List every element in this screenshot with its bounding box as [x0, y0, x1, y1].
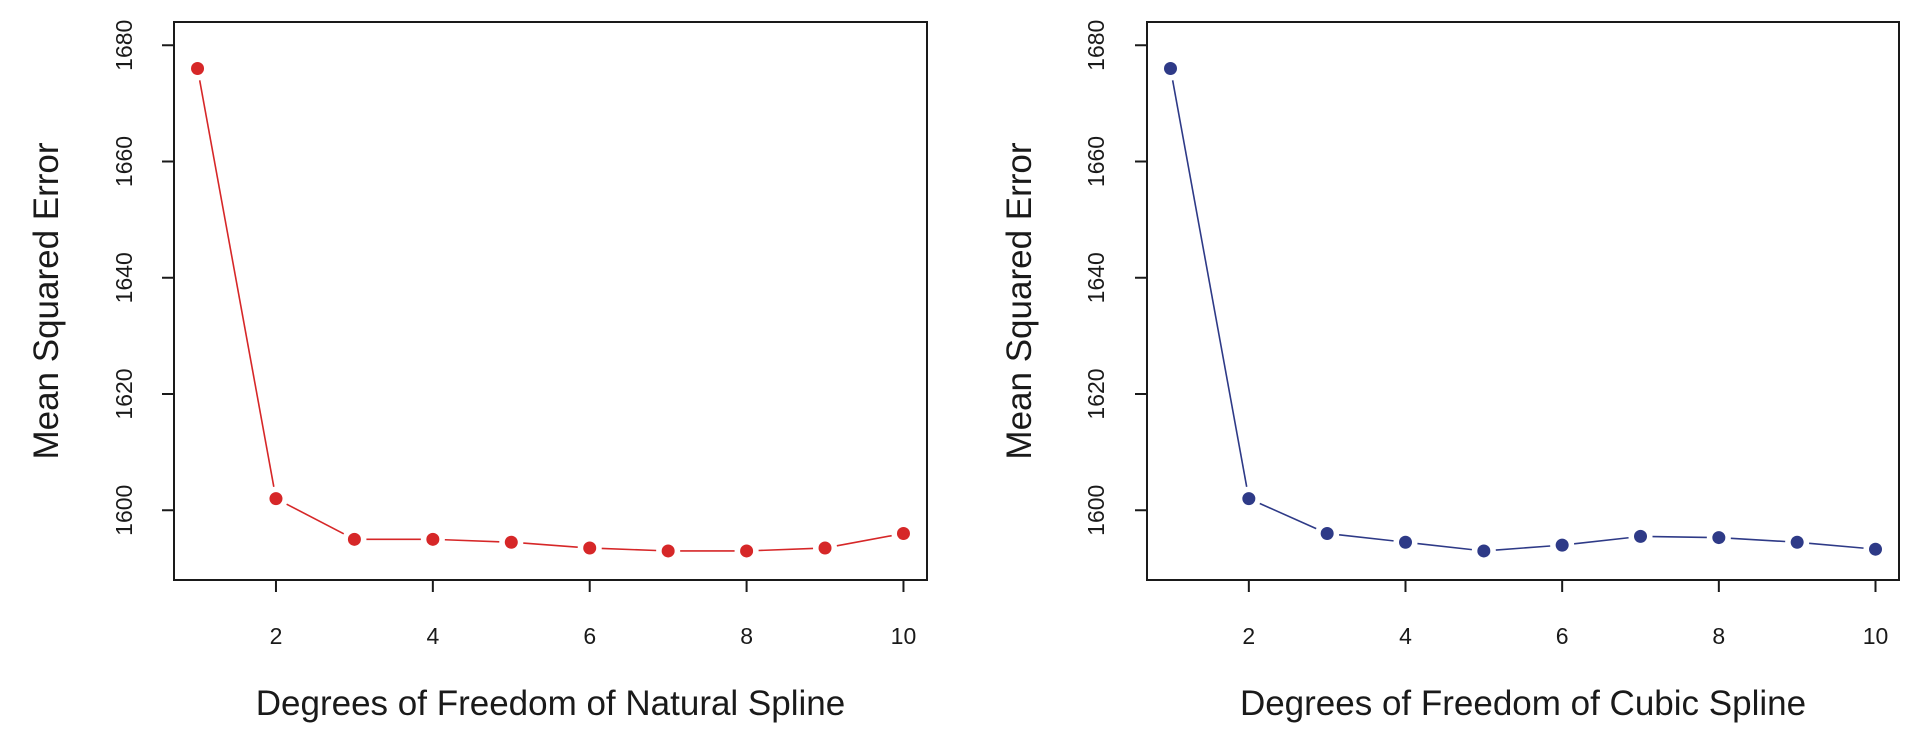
y-axis-label: Mean Squared Error	[1000, 142, 1039, 459]
y-tick-label: 1600	[1083, 485, 1109, 536]
plot-frame	[173, 21, 928, 581]
x-tick-label: 6	[1556, 623, 1569, 649]
data-point	[1555, 538, 1569, 552]
data-point	[896, 527, 910, 540]
data-point	[818, 541, 832, 555]
plot-frame	[1146, 21, 1900, 581]
x-tick-label: 2	[270, 623, 283, 649]
series-line-segment	[1574, 536, 1629, 545]
x-tick-label: 10	[891, 623, 917, 649]
series-line-segment	[1339, 534, 1394, 542]
series-line-segment	[1809, 542, 1864, 549]
series-line-segment	[758, 547, 814, 552]
series-line-segment	[836, 534, 892, 547]
y-tick-label: 1640	[1083, 252, 1109, 303]
natural-spline-panel: 2 4 6 8 10 1600 1620 1640 1660 1680 Degrees of Fre…	[27, 20, 928, 723]
series-line-segment	[286, 503, 345, 535]
y-tick-label: 1680	[1083, 20, 1109, 71]
data-point	[1242, 492, 1256, 506]
data-point	[347, 532, 361, 546]
y-tick-label: 1660	[1083, 136, 1109, 187]
x-tick-label: 4	[1399, 623, 1412, 649]
y-axis-label: Mean Squared Error	[27, 142, 66, 459]
data-point	[1164, 62, 1177, 75]
y-tick-label: 1680	[111, 20, 137, 71]
x-tick-label: 10	[1863, 623, 1889, 649]
series-line-segment	[1171, 80, 1248, 487]
x-axis-label: Degrees of Freedom of Natural Spline	[256, 684, 845, 723]
x-tick-label: 4	[426, 623, 439, 649]
x-tick-label: 6	[583, 623, 596, 649]
data-point	[1399, 535, 1412, 549]
x-axis-label: Degrees of Freedom of Cubic Spline	[1240, 684, 1806, 723]
data-point	[269, 492, 283, 506]
cubic-spline-panel: 2 4 6 8 10 1600 1620 1640 1660 1680 Degrees of Fre…	[1000, 20, 1900, 723]
series-line-segment	[601, 547, 657, 552]
y-tick-label: 1600	[111, 485, 137, 536]
y-tick-label: 1640	[111, 252, 137, 303]
series-line-segment	[1417, 542, 1472, 551]
data-point	[426, 532, 440, 546]
y-tick-label: 1620	[1083, 368, 1109, 419]
x-tick-label: 8	[1712, 623, 1725, 649]
data-point	[661, 544, 675, 558]
series-line-segment	[198, 80, 275, 487]
data-point	[1634, 529, 1647, 543]
series-line-segment	[1495, 545, 1551, 551]
data-point	[191, 62, 205, 75]
x-tick-label: 8	[740, 623, 753, 649]
data-point	[1712, 531, 1726, 545]
data-point	[1869, 542, 1882, 556]
data-point	[1477, 544, 1491, 558]
x-tick-label: 2	[1242, 623, 1255, 649]
data-point	[1320, 527, 1334, 540]
series-line-segment	[1730, 537, 1786, 543]
series-line-segment	[1652, 535, 1707, 539]
data-point	[504, 535, 518, 549]
data-point	[583, 541, 597, 555]
series-line-segment	[444, 538, 500, 543]
data-point	[1790, 535, 1804, 549]
series-line-segment	[1259, 502, 1317, 530]
y-tick-label: 1660	[111, 136, 137, 187]
data-point	[740, 544, 754, 558]
series-line-segment	[523, 542, 578, 548]
y-tick-label: 1620	[111, 368, 137, 419]
